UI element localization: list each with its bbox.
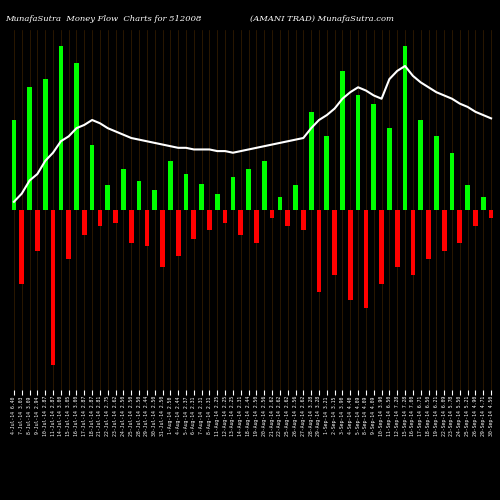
- Bar: [136, 180, 141, 210]
- Bar: [176, 210, 180, 256]
- Bar: [466, 186, 470, 210]
- Bar: [238, 210, 243, 234]
- Bar: [82, 210, 86, 234]
- Bar: [372, 104, 376, 210]
- Bar: [488, 210, 494, 218]
- Bar: [293, 186, 298, 210]
- Bar: [215, 194, 220, 210]
- Bar: [192, 210, 196, 240]
- Bar: [160, 210, 165, 268]
- Bar: [340, 71, 345, 210]
- Bar: [410, 210, 415, 276]
- Bar: [106, 186, 110, 210]
- Bar: [278, 197, 282, 210]
- Bar: [66, 210, 71, 259]
- Bar: [450, 152, 454, 210]
- Text: (AMANI TRAD) MunafaSutra.com: (AMANI TRAD) MunafaSutra.com: [250, 15, 394, 23]
- Bar: [262, 161, 266, 210]
- Bar: [168, 161, 172, 210]
- Bar: [254, 210, 259, 242]
- Bar: [473, 210, 478, 226]
- Bar: [332, 210, 337, 276]
- Bar: [324, 136, 329, 210]
- Bar: [230, 178, 235, 210]
- Bar: [481, 197, 486, 210]
- Bar: [200, 184, 204, 210]
- Bar: [50, 210, 56, 366]
- Bar: [246, 169, 251, 210]
- Bar: [395, 210, 400, 268]
- Bar: [379, 210, 384, 284]
- Text: MunafaSutra  Money Flow  Charts for 512008: MunafaSutra Money Flow Charts for 512008: [5, 15, 202, 23]
- Bar: [20, 210, 24, 284]
- Bar: [316, 210, 322, 292]
- Bar: [364, 210, 368, 308]
- Bar: [114, 210, 118, 223]
- Bar: [58, 46, 63, 210]
- Bar: [43, 79, 48, 210]
- Bar: [129, 210, 134, 242]
- Bar: [402, 46, 407, 210]
- Bar: [434, 136, 438, 210]
- Bar: [356, 96, 360, 210]
- Bar: [207, 210, 212, 230]
- Bar: [387, 128, 392, 210]
- Bar: [458, 210, 462, 242]
- Bar: [309, 112, 314, 210]
- Bar: [35, 210, 40, 251]
- Bar: [301, 210, 306, 230]
- Bar: [144, 210, 149, 246]
- Bar: [442, 210, 446, 251]
- Bar: [121, 169, 126, 210]
- Bar: [418, 120, 423, 210]
- Bar: [223, 210, 228, 223]
- Bar: [152, 190, 157, 210]
- Bar: [98, 210, 102, 226]
- Bar: [348, 210, 352, 300]
- Bar: [27, 88, 32, 210]
- Bar: [184, 174, 188, 210]
- Bar: [74, 62, 79, 210]
- Bar: [270, 210, 274, 218]
- Bar: [286, 210, 290, 226]
- Bar: [90, 144, 94, 210]
- Bar: [12, 120, 16, 210]
- Bar: [426, 210, 431, 259]
